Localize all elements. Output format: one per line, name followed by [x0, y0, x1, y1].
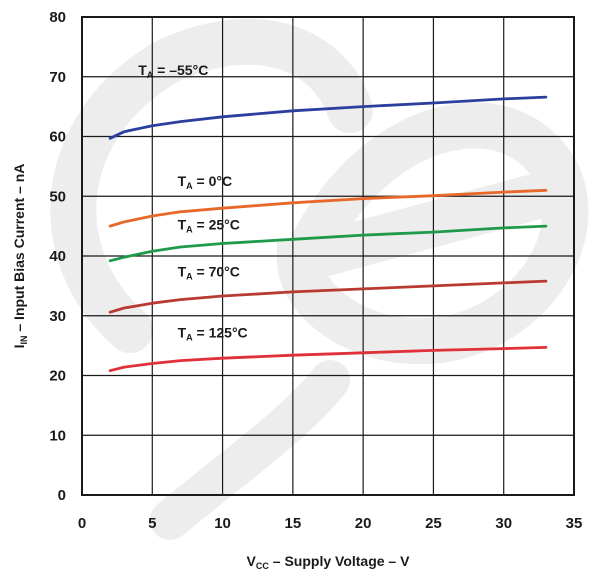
series-labels: TA = –55°CTA = 0°CTA = 25°CTA = 70°CTA =… [138, 62, 247, 342]
y-axis-title-rest: – Input Bias Current – nA [11, 164, 27, 336]
x-axis-title-sub: CC [256, 561, 269, 571]
x-tick-labels: 0 5 10 15 20 25 30 35 [78, 515, 583, 532]
series-group [108, 95, 548, 373]
series-label-cond-4: = 125°C [193, 324, 248, 340]
x-axis-title-rest: – Supply Voltage – V [269, 553, 410, 569]
series-label-cond-1: = 0°C [193, 173, 232, 189]
series-label-cond-2: = 25°C [193, 217, 240, 233]
series-label-1: TA = 0°C [178, 173, 233, 191]
series-label-sub-1: A [186, 181, 193, 191]
y-tick-label-5: 50 [49, 188, 66, 205]
x-tick-label-1: 5 [148, 515, 156, 532]
series-label-sub-2: A [186, 225, 193, 235]
series-label-cond-0: = –55°C [153, 62, 208, 78]
y-tick-label-0: 0 [58, 487, 66, 504]
x-tick-label-0: 0 [78, 515, 86, 532]
y-axis-title-main: I [11, 345, 27, 349]
series-label-4: TA = 125°C [178, 324, 248, 342]
y-tick-label-8: 80 [49, 9, 66, 26]
watermark-e-arc [276, 102, 589, 365]
x-tick-label-4: 20 [355, 515, 372, 532]
series-label-sub-0: A [147, 70, 154, 80]
x-tick-label-5: 25 [425, 515, 442, 532]
series-line-1 [108, 188, 548, 228]
x-tick-label-2: 10 [214, 515, 231, 532]
y-tick-label-4: 40 [49, 248, 66, 265]
series-line-3 [108, 279, 548, 314]
watermark-tail-arc [150, 360, 350, 540]
series-line-2 [108, 224, 548, 263]
x-tick-label-3: 15 [285, 515, 302, 532]
y-tick-label-2: 20 [49, 368, 66, 385]
x-axis-title-main: V [247, 553, 257, 569]
series-line-4 [108, 345, 548, 373]
series-label-2: TA = 25°C [178, 217, 240, 235]
series-label-cond-3: = 70°C [193, 263, 240, 279]
x-axis-title: VCC – Supply Voltage – V [247, 553, 411, 571]
y-tick-label-1: 10 [49, 427, 66, 444]
series-label-name-3: T [178, 263, 187, 279]
y-tick-labels: 0 10 20 30 40 50 60 70 80 [49, 9, 66, 504]
series-label-name-2: T [178, 217, 187, 233]
series-label-name-0: T [138, 62, 147, 78]
series-line-0 [108, 95, 548, 140]
series-label-sub-3: A [186, 271, 193, 281]
plot-frame [81, 16, 575, 496]
series-label-name-1: T [178, 173, 187, 189]
series-label-0: TA = –55°C [138, 62, 208, 80]
x-tick-label-7: 35 [566, 515, 583, 532]
y-tick-label-6: 60 [49, 129, 66, 146]
x-tick-label-6: 30 [495, 515, 512, 532]
y-axis-title: IIN – Input Bias Current – nA [11, 164, 29, 349]
y-tick-label-3: 30 [49, 308, 66, 325]
series-label-3: TA = 70°C [178, 263, 240, 281]
series-label-name-4: T [178, 324, 187, 340]
y-axis-title-sub: IN [19, 336, 29, 345]
series-label-sub-4: A [186, 332, 193, 342]
y-tick-label-7: 70 [49, 69, 66, 86]
watermark-logo [50, 18, 589, 540]
watermark-c-arc [50, 18, 373, 353]
